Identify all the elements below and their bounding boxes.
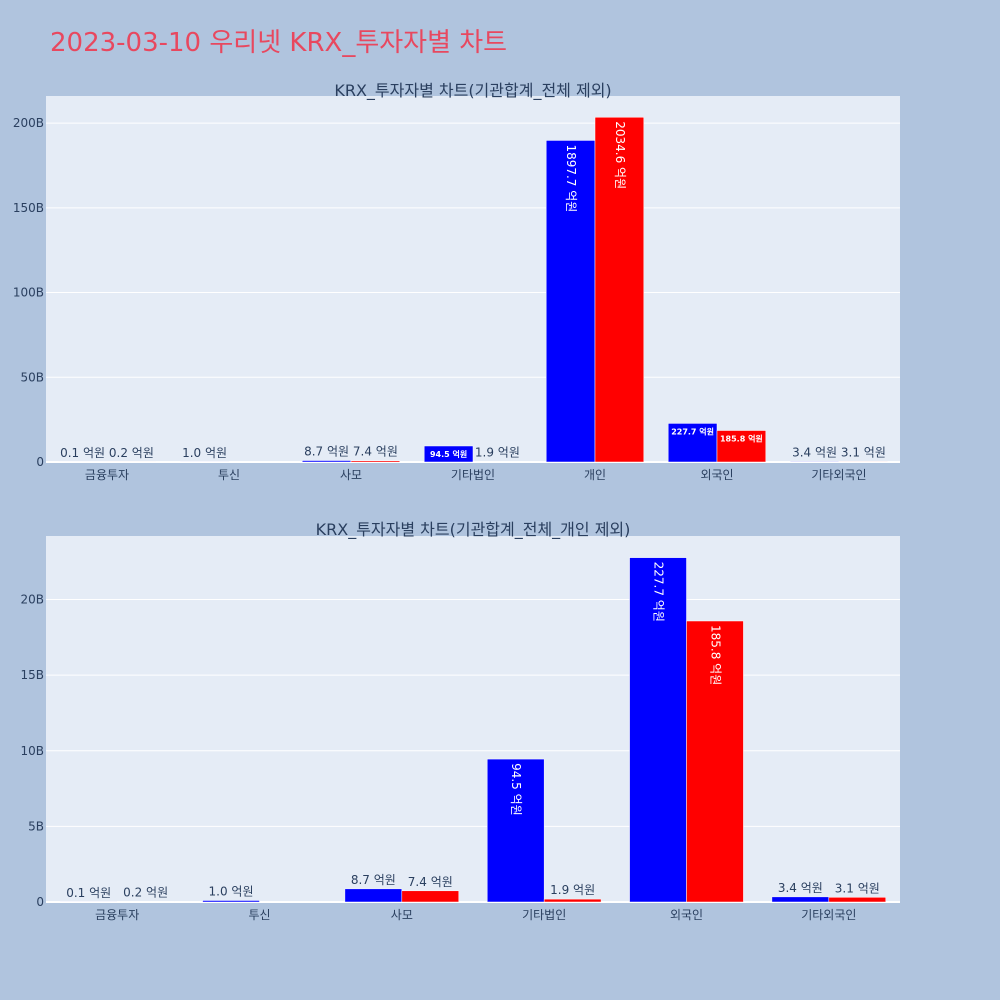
bar: [838, 461, 889, 463]
y-tick-label: 0: [36, 895, 44, 909]
bar-data-label: 227.7 억원: [671, 426, 714, 436]
bar-data-label: 3.1 억원: [841, 445, 886, 459]
y-tick-label: 0: [36, 455, 44, 469]
bar-data-label: 7.4 억원: [408, 875, 453, 889]
bar-data-label: 185.8 억원: [720, 434, 763, 444]
y-tick-label: 10B: [20, 744, 44, 758]
x-tick-label: 사모: [391, 908, 413, 922]
x-tick-label: 외국인: [700, 468, 733, 482]
bar-data-label: 0.1 억원: [66, 886, 111, 900]
x-tick-label: 기타외국인: [811, 468, 866, 482]
chart-title: KRX_투자자별 차트(기관합계_전체 제외): [334, 81, 611, 101]
bar: [667, 423, 718, 463]
x-tick-label: 기타외국인: [801, 908, 856, 922]
x-tick-label: 금융투자: [85, 468, 129, 482]
chart-investor-all: KRX_투자자별 차트(기관합계_전체 제외) 0 50B 100B 150B 200B 금…: [13, 81, 900, 482]
bar-data-label: 1.0 억원: [209, 884, 254, 898]
x-tick-label: 투신: [248, 908, 270, 922]
x-tick-label: 기타법인: [451, 468, 495, 482]
bar-data-label: 1.9 억원: [475, 446, 520, 460]
plot-area: [46, 536, 900, 902]
bar-data-label: 227.7 억원: [652, 562, 666, 622]
bar: [423, 445, 474, 463]
bar-data-label: 0.2 억원: [123, 886, 168, 900]
x-tick-label: 금융투자: [95, 908, 139, 922]
bar: [594, 116, 645, 463]
bar: [401, 890, 460, 903]
bar-data-label: 94.5 억원: [509, 763, 523, 816]
bar-data-label: 0.2 억원: [109, 446, 154, 460]
y-tick-label: 5B: [28, 819, 44, 833]
bar-data-label: 2034.6 억원: [613, 121, 627, 189]
bar: [789, 461, 840, 463]
chart-title: KRX_투자자별 차트(기관합계_전체_개인 제외): [316, 520, 631, 540]
bar-data-label: 185.8 억원: [708, 625, 722, 685]
bar-data-label: 1.0 억원: [182, 446, 227, 460]
bar: [828, 897, 887, 903]
page-title: 2023-03-10 우리넷 KRX_투자자별 차트: [50, 28, 508, 58]
bar-data-label: 8.7 억원: [351, 873, 396, 887]
x-tick-label: 외국인: [670, 908, 703, 922]
bar-data-label: 0.1 억원: [60, 446, 105, 460]
x-tick-label: 투신: [218, 468, 240, 482]
y-tick-label: 150B: [13, 201, 44, 215]
bar-data-label: 3.4 억원: [778, 881, 823, 895]
bar-data-label: 3.4 억원: [792, 445, 837, 459]
y-tick-label: 200B: [13, 116, 44, 130]
bar-data-label: 1897.7 억원: [564, 144, 578, 212]
y-tick-label: 15B: [20, 668, 44, 682]
y-tick-label: 20B: [20, 593, 44, 607]
bar: [486, 758, 545, 903]
y-tick-label: 50B: [20, 370, 44, 384]
bar: [771, 896, 830, 903]
chart-investor-excl-individual: KRX_투자자별 차트(기관합계_전체_개인 제외) 0 5B 10B 15B 20B 금융…: [20, 520, 900, 922]
bar: [301, 460, 352, 463]
bar: [629, 557, 687, 903]
y-tick-label: 100B: [13, 286, 44, 300]
bar: [344, 888, 403, 903]
plot-area: [46, 96, 900, 462]
bar: [545, 140, 596, 463]
bar: [716, 430, 767, 463]
bar-data-label: 94.5 억원: [430, 449, 467, 459]
bar-data-label: 7.4 억원: [353, 445, 398, 459]
bar-data-label: 8.7 억원: [304, 445, 349, 459]
x-tick-label: 개인: [584, 468, 606, 482]
bar: [686, 620, 744, 903]
x-tick-label: 기타법인: [522, 908, 566, 922]
bar: [202, 900, 260, 903]
bar-data-label: 1.9 억원: [550, 883, 595, 897]
bar-data-label: 3.1 억원: [835, 881, 880, 895]
bar: [350, 460, 401, 463]
x-tick-label: 사모: [340, 468, 362, 482]
bar: [543, 898, 602, 903]
